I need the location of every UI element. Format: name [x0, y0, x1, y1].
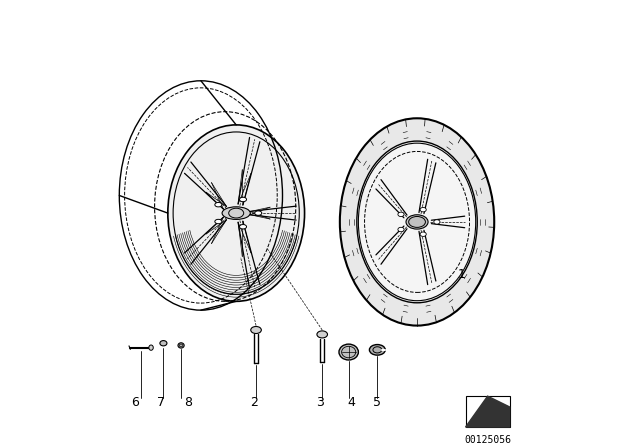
- Ellipse shape: [420, 232, 426, 237]
- Ellipse shape: [369, 345, 385, 355]
- Ellipse shape: [239, 197, 246, 202]
- Text: 1: 1: [457, 268, 465, 281]
- Ellipse shape: [215, 202, 222, 207]
- Ellipse shape: [434, 220, 440, 224]
- Text: 7: 7: [157, 396, 165, 409]
- Text: 3: 3: [316, 396, 324, 409]
- Ellipse shape: [149, 345, 153, 350]
- Ellipse shape: [420, 207, 426, 212]
- Ellipse shape: [255, 211, 262, 215]
- Text: 6: 6: [131, 396, 139, 409]
- Ellipse shape: [398, 212, 404, 216]
- Text: 5: 5: [373, 396, 381, 409]
- Polygon shape: [465, 396, 509, 427]
- Ellipse shape: [160, 340, 167, 346]
- Text: 8: 8: [184, 396, 191, 409]
- Ellipse shape: [251, 327, 261, 333]
- Text: 4: 4: [347, 396, 355, 409]
- Ellipse shape: [168, 125, 305, 302]
- Ellipse shape: [339, 344, 358, 360]
- Ellipse shape: [317, 331, 328, 338]
- Ellipse shape: [178, 343, 184, 348]
- Ellipse shape: [340, 118, 494, 326]
- Text: 2: 2: [250, 396, 258, 409]
- Text: 00125056: 00125056: [464, 435, 511, 445]
- Ellipse shape: [406, 215, 428, 229]
- Bar: [465, 396, 509, 427]
- Ellipse shape: [215, 220, 222, 224]
- Ellipse shape: [357, 141, 477, 303]
- Ellipse shape: [222, 207, 250, 220]
- Ellipse shape: [398, 227, 404, 232]
- Ellipse shape: [239, 224, 246, 229]
